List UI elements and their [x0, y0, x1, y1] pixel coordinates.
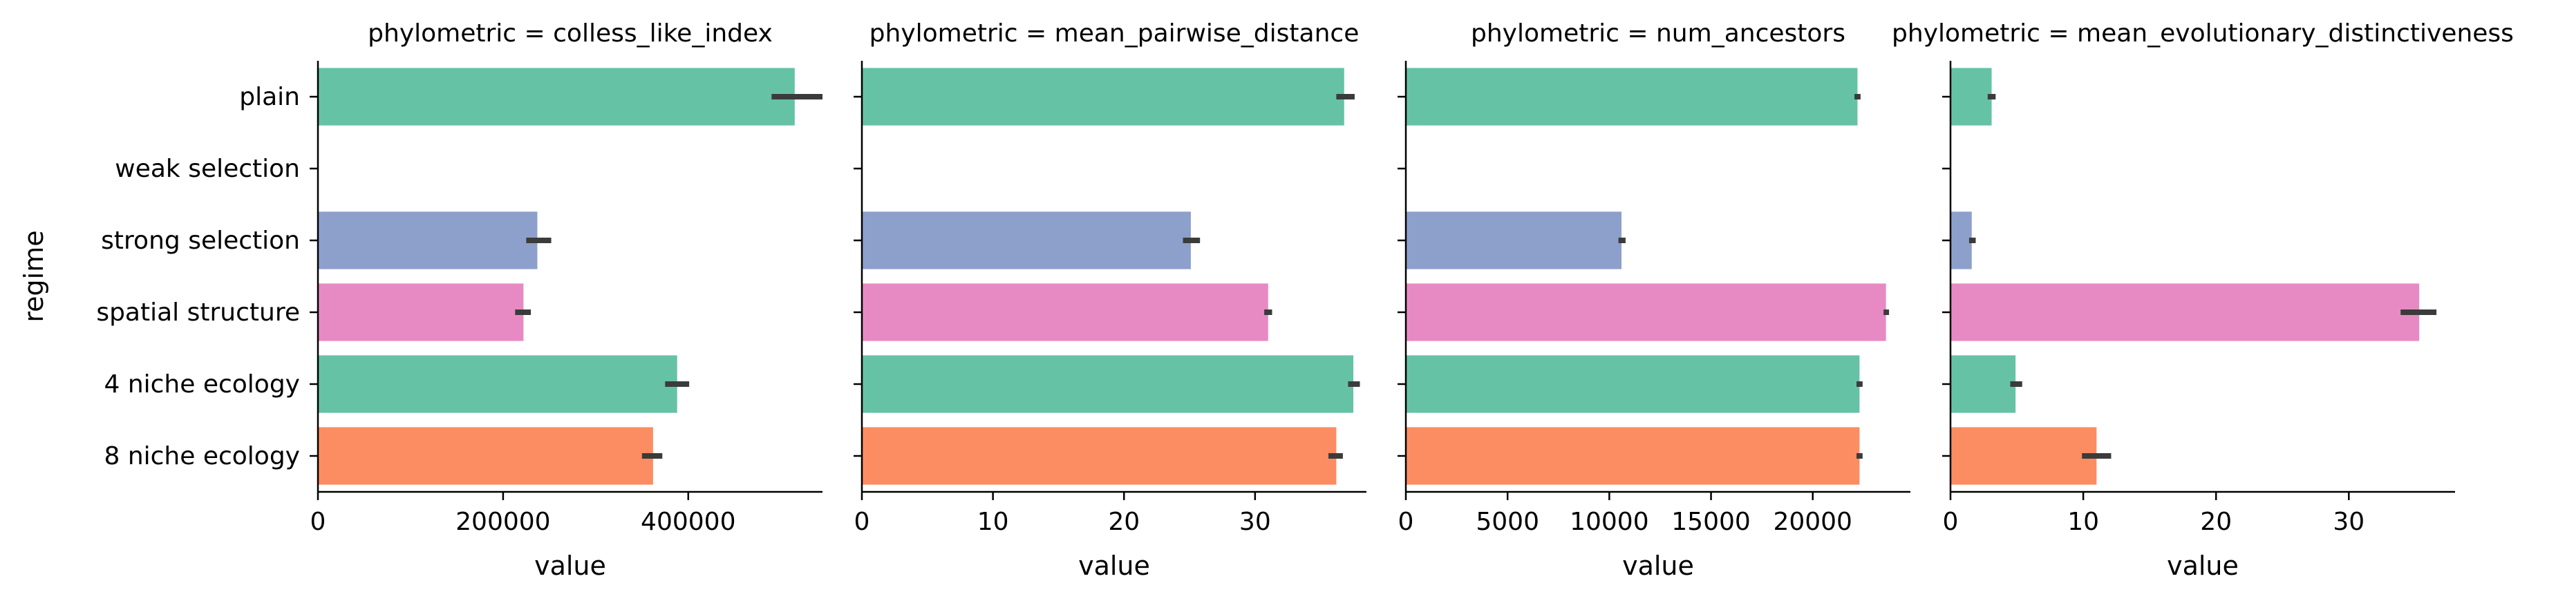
bar-2-4	[862, 283, 1268, 341]
bar-3-3	[1406, 211, 1622, 269]
bar-2-5	[862, 355, 1354, 413]
x-tick-label-4-1: 0	[1943, 508, 1959, 536]
x-axis-label-3: value	[1622, 551, 1694, 581]
x-tick-label-3-4: 15000	[1671, 508, 1751, 536]
x-axis-label-2: value	[1078, 551, 1150, 581]
bar-4-6	[1950, 427, 2097, 485]
panel-title-1: phylometric = colless_like_index	[368, 19, 773, 48]
x-tick-label-1-2: 200000	[455, 508, 550, 536]
bar-3-4	[1406, 283, 1886, 341]
bar-3-6	[1406, 427, 1860, 485]
x-tick-label-2-2: 10	[977, 508, 1009, 536]
y-tick-label-3: strong selection	[101, 227, 300, 255]
x-axis-label-1: value	[534, 551, 606, 581]
y-tick-label-1: plain	[239, 83, 300, 111]
bar-2-6	[862, 427, 1337, 485]
x-tick-label-3-3: 10000	[1570, 508, 1649, 536]
y-tick-label-5: 4 niche ecology	[104, 370, 300, 399]
x-tick-label-3-1: 0	[1398, 508, 1414, 536]
x-tick-label-3-5: 20000	[1773, 508, 1852, 536]
panel-title-4: phylometric = mean_evolutionary_distinct…	[1892, 19, 2514, 48]
y-tick-label-2: weak selection	[115, 155, 300, 183]
bar-4-1	[1950, 68, 1992, 126]
bar-1-6	[318, 427, 653, 485]
y-axis-label: regime	[19, 230, 49, 322]
bar-4-5	[1950, 355, 2016, 413]
bar-1-5	[318, 355, 677, 413]
bar-1-3	[318, 211, 538, 269]
bar-4-4	[1950, 283, 2420, 341]
x-tick-label-3-2: 5000	[1476, 508, 1539, 536]
bar-3-1	[1406, 68, 1858, 126]
bar-4-3	[1950, 211, 1972, 269]
bar-1-1	[318, 68, 795, 126]
x-tick-label-4-4: 30	[2333, 508, 2365, 536]
bar-2-3	[862, 211, 1191, 269]
x-tick-label-4-3: 20	[2200, 508, 2232, 536]
bar-2-1	[862, 68, 1344, 126]
x-tick-label-1-3: 400000	[641, 508, 735, 536]
bar-1-4	[318, 283, 524, 341]
panel-title-3: phylometric = num_ancestors	[1471, 19, 1845, 48]
x-tick-label-2-1: 0	[854, 508, 870, 536]
x-axis-label-4: value	[2167, 551, 2239, 581]
panel-title-2: phylometric = mean_pairwise_distance	[869, 19, 1360, 48]
x-tick-label-4-2: 10	[2067, 508, 2099, 536]
bar-3-5	[1406, 355, 1860, 413]
x-tick-label-1-1: 0	[310, 508, 326, 536]
x-tick-label-2-4: 30	[1239, 508, 1271, 536]
x-tick-label-2-3: 20	[1108, 508, 1140, 536]
y-tick-label-4: spatial structure	[96, 298, 300, 327]
y-tick-label-6: 8 niche ecology	[104, 442, 300, 470]
